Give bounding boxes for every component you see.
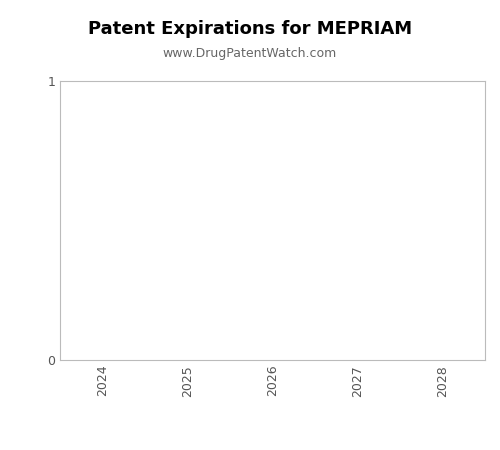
Text: www.DrugPatentWatch.com: www.DrugPatentWatch.com: [163, 47, 337, 60]
Text: Patent Expirations for MEPRIAM: Patent Expirations for MEPRIAM: [88, 20, 412, 38]
